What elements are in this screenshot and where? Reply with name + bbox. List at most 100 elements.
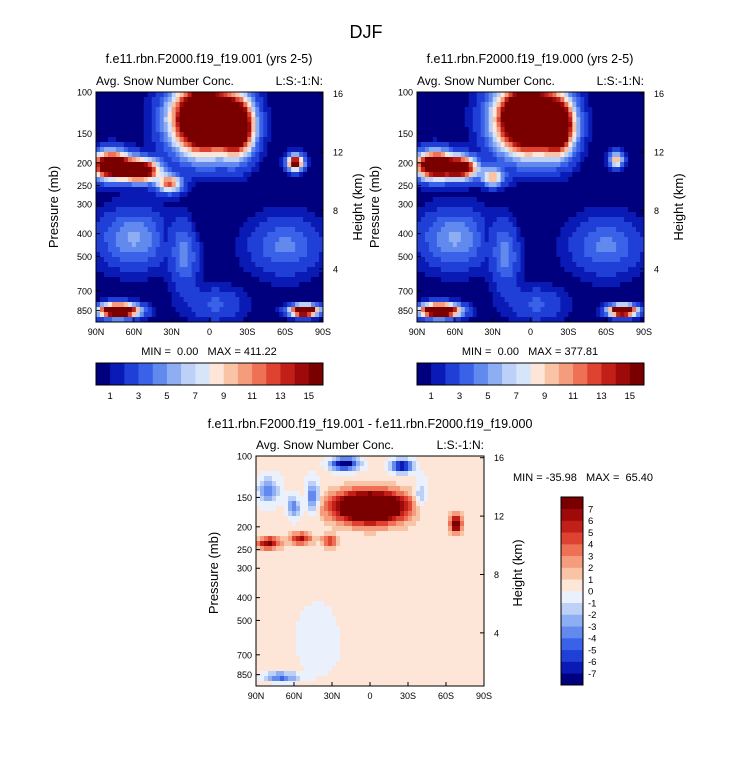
panel-1-cell (159, 227, 165, 233)
panel-1-cell (143, 117, 149, 123)
panel-1-cell (127, 152, 133, 158)
panel-2-cell (596, 277, 601, 283)
panel-2-cell (472, 147, 478, 153)
panel-2-cell (552, 182, 557, 188)
panel-2-cell (452, 112, 458, 118)
panel-2-cell (608, 112, 613, 118)
panel-1-cell (103, 232, 109, 238)
panel-1-cell (143, 142, 149, 148)
panel-1-cell (119, 307, 125, 313)
panel-1-cell (147, 127, 153, 133)
panel-2-cell (480, 197, 486, 203)
panel-2-cell (460, 102, 466, 108)
panel-1-cell (111, 162, 117, 168)
panel-1-cell (291, 147, 296, 153)
panel-1-cell (287, 107, 292, 113)
panel-2-cell (632, 237, 637, 243)
panel-1-cell (311, 112, 316, 118)
panel-1-colorbar-label: 5 (164, 391, 169, 402)
panel-1-cell (203, 242, 209, 248)
panel-1-cell (215, 302, 221, 308)
panel-1-cell (127, 162, 133, 168)
panel-1-cell (139, 167, 145, 173)
panel-1-cell (227, 272, 232, 278)
panel-2-cell (452, 262, 458, 268)
panel-2-cell (464, 97, 470, 103)
panel-2-cell (508, 167, 514, 173)
panel-2-cell (484, 172, 490, 178)
panel-2-cell (572, 152, 577, 158)
panel-1-cell (135, 177, 141, 183)
panel-2-cell (440, 282, 446, 288)
panel-1-cell (143, 162, 149, 168)
panel-2-cell (636, 137, 641, 143)
panel-1-cell (143, 202, 149, 208)
panel-2-cell (588, 92, 593, 98)
panel-2-cell (548, 132, 553, 138)
panel-1-cell (319, 102, 323, 108)
panel-1-cell (163, 122, 169, 128)
panel-1-cell (103, 262, 109, 268)
panel-2-cell (484, 112, 490, 118)
panel-2-cell (580, 187, 585, 193)
panel-1-cell (155, 172, 161, 178)
panel-1-cell (287, 177, 292, 183)
panel-2-cell (464, 192, 470, 198)
panel-1-cell (315, 287, 320, 293)
panel-2-cell (616, 142, 621, 148)
panel-1-cell (279, 112, 284, 118)
panel-2-cell (540, 232, 546, 238)
panel-1-cell (96, 232, 101, 238)
panel-2-cell (544, 102, 550, 108)
panel-2-cell (616, 212, 621, 218)
panel-2-cell (560, 197, 565, 203)
panel-1-cell (147, 172, 153, 178)
panel-1-cell (179, 282, 185, 288)
panel-1-cell (111, 132, 117, 138)
panel-2-cell (448, 242, 454, 248)
panel-1-cell (227, 232, 232, 238)
panel-1-cell (159, 247, 165, 253)
panel-2-cell (604, 242, 609, 248)
panel-2-cell (556, 102, 561, 108)
panel-1-cell (143, 112, 149, 118)
panel-1-cell (303, 117, 308, 123)
panel-2-cell (624, 232, 629, 238)
panel-1-cell (259, 292, 264, 298)
panel-1-cell (271, 137, 276, 143)
panel-1-cell (275, 207, 280, 213)
panel-2-cell (640, 92, 644, 98)
panel-2-cell (484, 147, 490, 153)
panel-2-cell (476, 187, 482, 193)
panel-1-cell (139, 187, 145, 193)
panel-2-cell (472, 97, 478, 103)
panel-1-cell (303, 282, 308, 288)
panel-2-cell (584, 187, 589, 193)
panel-1-cell (151, 287, 157, 293)
panel-2-cell (452, 252, 458, 258)
panel-2-cell (576, 227, 581, 233)
panel-1-cell (291, 312, 296, 318)
panel-1-cell (151, 237, 157, 243)
panel-1-cell (235, 202, 240, 208)
panel-2-cell (596, 97, 601, 103)
panel-2-cell (500, 157, 506, 163)
panel-1-cell (255, 217, 260, 223)
panel-1-cell (287, 262, 292, 268)
panel-1-cell (219, 222, 225, 228)
panel-1-cell (275, 212, 280, 218)
panel-1-cell (167, 277, 173, 283)
panel-1-cell (191, 177, 197, 183)
panel-1-cell (311, 217, 316, 223)
panel-2-cell (432, 262, 438, 268)
panel-2-cell (552, 142, 557, 148)
panel-1-cell (319, 172, 323, 178)
panel-2-cell (564, 192, 569, 198)
panel-2-cell (504, 112, 510, 118)
panel-1-cell (211, 192, 217, 198)
panel-1-cell (127, 137, 133, 143)
panel-1-cell (131, 227, 137, 233)
panel-2-cell (592, 277, 597, 283)
panel-1-cell (155, 177, 161, 183)
panel-1-cell (243, 197, 248, 203)
